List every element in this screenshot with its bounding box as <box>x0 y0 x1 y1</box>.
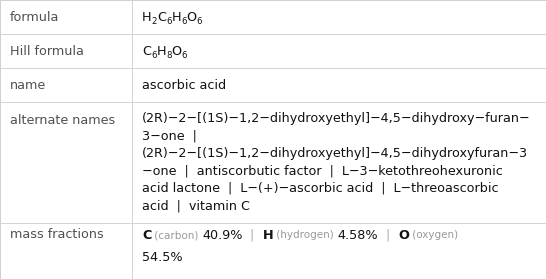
Bar <box>132 102 546 223</box>
Text: 54.5%: 54.5% <box>142 251 182 264</box>
Text: 3−one  |: 3−one | <box>142 129 197 142</box>
Text: (2R)−2−[(1S)−1,2−dihydroxyethyl]−4,5−dihydroxyfuran−3: (2R)−2−[(1S)−1,2−dihydroxyethyl]−4,5−dih… <box>142 147 528 160</box>
Text: O: O <box>187 11 197 23</box>
Bar <box>0 223 132 279</box>
Text: 2: 2 <box>152 17 157 26</box>
Text: formula: formula <box>10 11 59 23</box>
Bar <box>0 68 132 102</box>
Text: H: H <box>171 11 181 23</box>
Text: H: H <box>263 229 274 242</box>
Text: 6: 6 <box>182 51 187 60</box>
Text: acid lactone  |  L−(+)−ascorbic acid  |  L−threoascorbic: acid lactone | L−(+)−ascorbic acid | L−t… <box>142 182 498 195</box>
Text: 6: 6 <box>181 17 187 26</box>
Bar <box>132 68 546 102</box>
Text: (carbon): (carbon) <box>151 230 202 240</box>
Text: 4.58%: 4.58% <box>337 229 378 242</box>
Text: 8: 8 <box>166 51 171 60</box>
Bar <box>132 0 546 34</box>
Bar <box>0 34 132 68</box>
Text: Hill formula: Hill formula <box>10 45 84 57</box>
Text: |: | <box>378 229 398 242</box>
Bar <box>0 102 132 223</box>
Text: mass fractions: mass fractions <box>10 229 104 241</box>
Text: Ag: Ag <box>142 156 159 169</box>
Bar <box>132 223 546 279</box>
Text: O: O <box>398 229 409 242</box>
Text: |: | <box>242 229 263 242</box>
Text: H: H <box>157 45 166 57</box>
Text: O: O <box>171 45 182 57</box>
Text: 6: 6 <box>151 51 157 60</box>
Text: C: C <box>157 11 166 23</box>
Text: (oxygen): (oxygen) <box>409 230 461 240</box>
Text: −one  |  antiscorbutic factor  |  L−3−ketothreohexuronic: −one | antiscorbutic factor | L−3−ketoth… <box>142 164 503 177</box>
Text: acid  |  vitamin C: acid | vitamin C <box>142 199 250 213</box>
Text: (hydrogen): (hydrogen) <box>274 230 337 240</box>
Text: (2R)−2−[(1S)−1,2−dihydroxyethyl]−4,5−dihydroxy−furan−: (2R)−2−[(1S)−1,2−dihydroxyethyl]−4,5−dih… <box>142 112 531 125</box>
Text: 6: 6 <box>197 17 203 26</box>
Text: H: H <box>142 11 152 23</box>
Text: ascorbic acid: ascorbic acid <box>142 79 226 92</box>
Bar <box>132 34 546 68</box>
Bar <box>0 0 132 34</box>
Text: C: C <box>142 229 151 242</box>
Text: alternate names: alternate names <box>10 114 115 127</box>
Text: C: C <box>142 45 151 57</box>
Text: 6: 6 <box>166 17 171 26</box>
Text: 40.9%: 40.9% <box>202 229 242 242</box>
Text: name: name <box>10 79 46 92</box>
